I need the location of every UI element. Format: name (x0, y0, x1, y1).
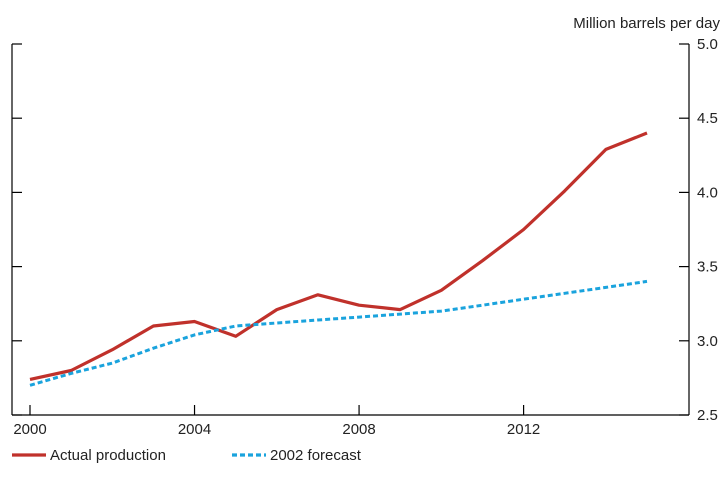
y-tick-label: 4.5 (697, 110, 718, 127)
x-tick-label: 2008 (342, 421, 375, 438)
legend-actual-production-label: Actual production (50, 447, 166, 464)
y-tick-label: 3.5 (697, 259, 718, 276)
legend: Actual production 2002 forecast (12, 447, 362, 464)
axes: 2.5 3.0 3.5 4.0 4.5 5.0 2000 2004 2008 2012 (11, 36, 718, 438)
y-tick-label: 4.0 (697, 184, 718, 201)
series-lines (29, 131, 648, 387)
y-tick-label: 2.5 (697, 407, 718, 424)
forecast-series-line (29, 279, 648, 387)
x-tick-label: 2004 (178, 421, 211, 438)
actual-production-series-line (29, 131, 648, 381)
y-tick-label: 5.0 (697, 36, 718, 53)
x-tick-label: 2000 (13, 421, 46, 438)
y-axis-unit-label: Million barrels per day (573, 15, 720, 32)
x-tick-label: 2012 (507, 421, 540, 438)
legend-2002-forecast-label: 2002 forecast (270, 447, 362, 464)
y-tick-label: 3.0 (697, 333, 718, 350)
